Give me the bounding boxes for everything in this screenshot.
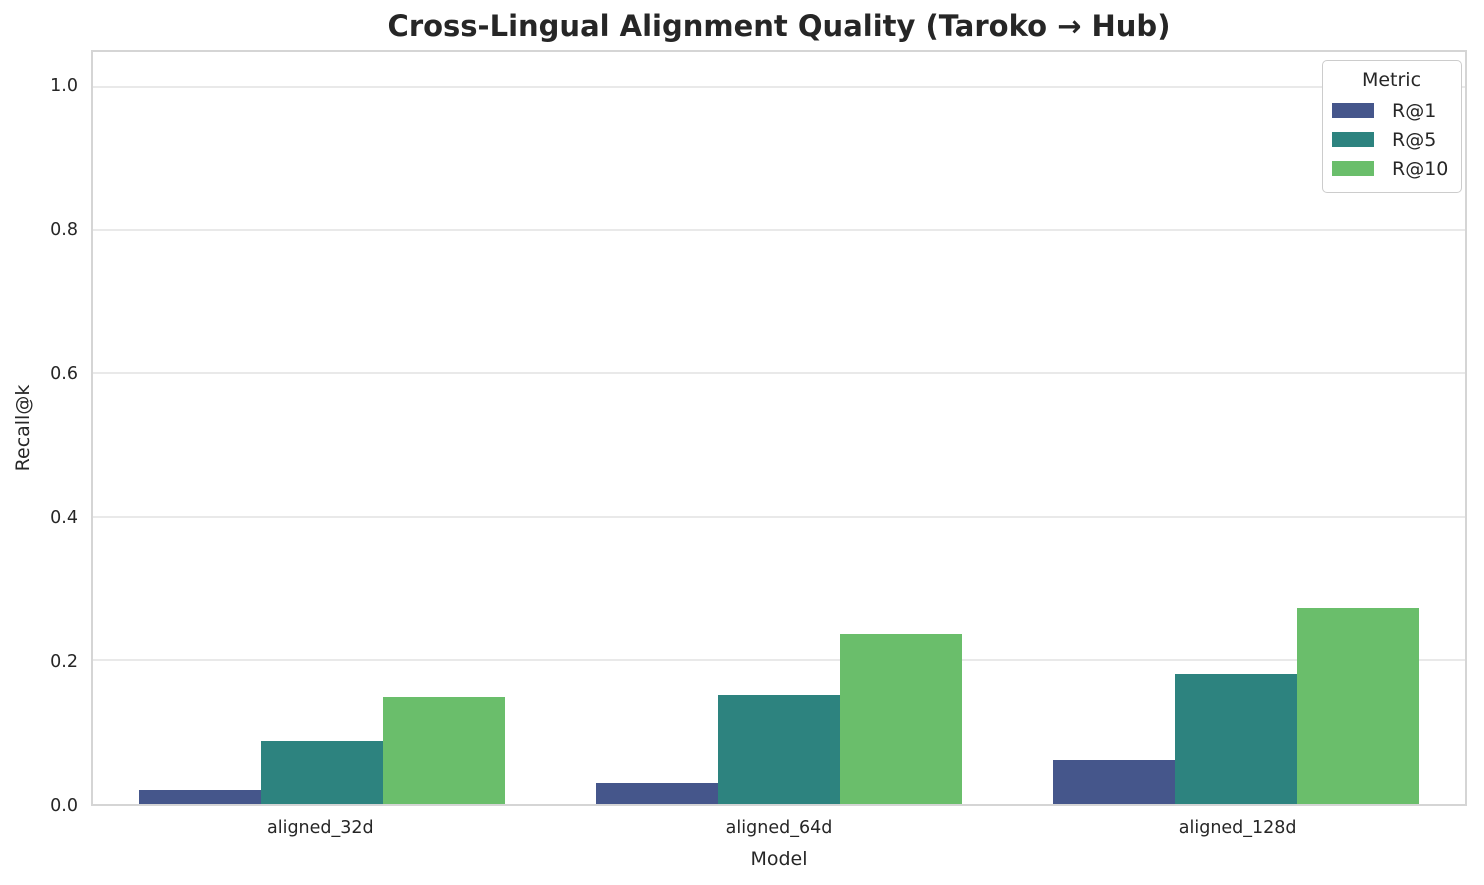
chart-title: Cross-Lingual Alignment Quality (Taroko … [387, 9, 1171, 43]
bar-aligned_128d-R@10 [1297, 607, 1420, 804]
y-tick-label-0.2: 0.2 [50, 652, 78, 672]
legend-label-r5: R@5 [1392, 128, 1437, 151]
bar-aligned_64d-R@10 [839, 633, 962, 804]
legend-label-r10: R@10 [1392, 157, 1449, 180]
legend-item-r10: R@10 [1332, 154, 1451, 183]
legend: Metric R@1 R@5 R@10 [1322, 60, 1462, 193]
x-tick-aligned_128d: aligned_128d [1178, 818, 1297, 838]
legend-swatch-r10 [1332, 161, 1374, 176]
bar-aligned_128d-R@1 [1053, 759, 1176, 804]
legend-label-r1: R@1 [1392, 99, 1437, 122]
gridline-0.8 [93, 229, 1465, 232]
gridline-0.2 [93, 658, 1465, 661]
x-tick-aligned_32d: aligned_32d [267, 818, 374, 838]
bar-aligned_128d-R@5 [1175, 674, 1298, 804]
legend-swatch-r5 [1332, 132, 1374, 147]
gridline-1.0 [93, 85, 1465, 88]
gridline-0.4 [93, 515, 1465, 518]
legend-title: Metric [1361, 69, 1422, 91]
bar-aligned_64d-R@5 [718, 695, 840, 804]
y-tick-label-0.4: 0.4 [50, 508, 78, 528]
legend-item-r5: R@5 [1332, 125, 1451, 154]
legend-swatch-r1 [1332, 103, 1374, 118]
bar-aligned_64d-R@1 [596, 782, 719, 804]
x-tick-aligned_64d: aligned_64d [725, 818, 833, 838]
legend-item-r1: R@1 [1332, 96, 1451, 125]
x-axis-ticks: aligned_32d aligned_64d aligned_128d [91, 816, 1467, 840]
y-axis-ticks: 0.0 0.2 0.4 0.6 0.8 1.0 [0, 50, 78, 816]
y-tick-label-0.8: 0.8 [50, 220, 78, 240]
y-tick-label-1.0: 1.0 [50, 76, 78, 96]
y-tick-label-0.6: 0.6 [50, 364, 78, 385]
bar-aligned_32d-R@5 [260, 740, 383, 804]
bar-aligned_32d-R@1 [138, 789, 261, 804]
plot-area [91, 50, 1467, 806]
gridline-0.6 [93, 372, 1465, 375]
y-axis-label: Recall@k [12, 384, 34, 472]
x-axis-label: Model [750, 848, 808, 870]
y-tick-label-0.0: 0.0 [50, 796, 78, 816]
bar-aligned_32d-R@10 [382, 696, 505, 804]
